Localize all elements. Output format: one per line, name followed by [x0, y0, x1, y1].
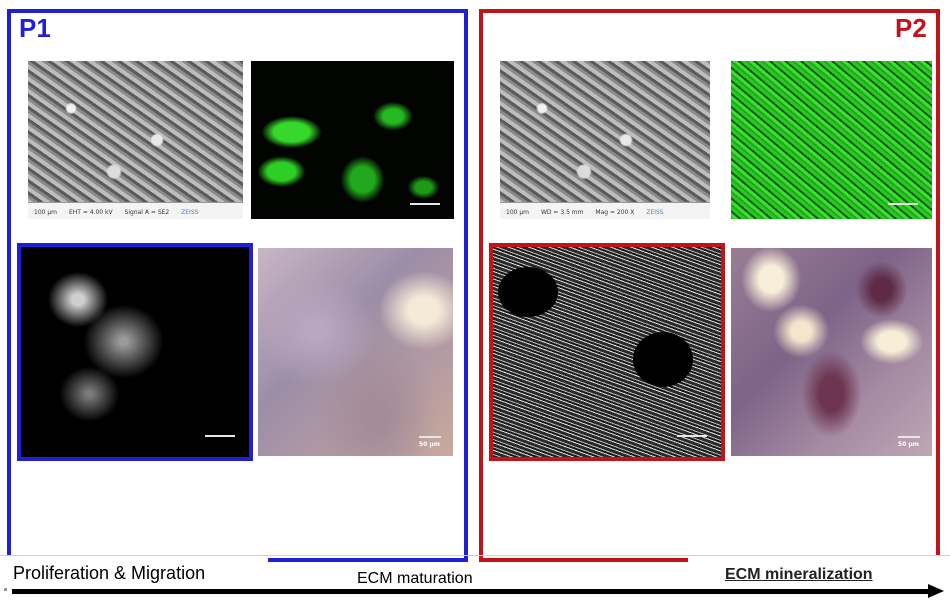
- scale-label: 50 µm: [897, 441, 919, 448]
- stage-proliferation-label: Proliferation & Migration: [13, 563, 206, 583]
- scale-label: 50 µm: [418, 441, 440, 448]
- scale-bar: [898, 436, 920, 438]
- stage-ecm-maturation-label: ECM maturation: [357, 570, 473, 587]
- panel-p2-label: P2: [895, 13, 927, 43]
- panel-p1-label: P1: [19, 13, 51, 43]
- p2-ecm-image: [489, 243, 725, 461]
- arrow-head-icon: [928, 584, 944, 598]
- p2-sem-image: 100 µm WD = 3.5 mm Mag = 200 X ZEISS: [500, 61, 710, 219]
- dark-void: [633, 332, 693, 387]
- divider: [0, 555, 950, 556]
- p1-sem-image: 100 µm EHT = 4.00 kV Signal A = SE2 ZEIS…: [28, 61, 243, 219]
- sem-scale-label: 100 µm: [506, 209, 530, 216]
- sem-eht: EHT = 4.00 kV: [68, 209, 113, 216]
- p1-optical-image: 50 µm: [258, 248, 453, 456]
- stage-ecm-mineralization-label: ECM mineralization: [725, 566, 873, 583]
- sem-info-bar: 100 µm EHT = 4.00 kV Signal A = SE2 ZEIS…: [28, 202, 243, 219]
- label-background: [0, 556, 268, 588]
- sem-brand: ZEISS: [181, 209, 199, 216]
- sem-scale-label: 100 µm: [34, 209, 58, 216]
- scale-bar: [410, 203, 440, 205]
- sem-brand: ZEISS: [646, 209, 664, 216]
- scale-bar: [205, 435, 235, 437]
- sem-info-bar: 100 µm WD = 3.5 mm Mag = 200 X ZEISS: [500, 202, 710, 219]
- sem-mag: Mag = 200 X: [595, 209, 635, 216]
- label-background: [688, 556, 950, 586]
- p1-fluorescence-image: [251, 61, 454, 219]
- tick-mark: [4, 588, 7, 591]
- timeline-arrow: [12, 589, 930, 594]
- p2-fluorescence-image: [731, 61, 932, 219]
- sem-signal: Signal A = SE2: [124, 209, 170, 216]
- p1-ecm-image: [17, 243, 253, 461]
- sem-wd: WD = 3.5 mm: [540, 209, 584, 216]
- scale-bar: [677, 435, 707, 437]
- scale-bar: [419, 436, 441, 438]
- dark-void: [498, 267, 558, 317]
- p2-optical-image: 50 µm: [731, 248, 932, 456]
- scale-bar: [888, 203, 918, 205]
